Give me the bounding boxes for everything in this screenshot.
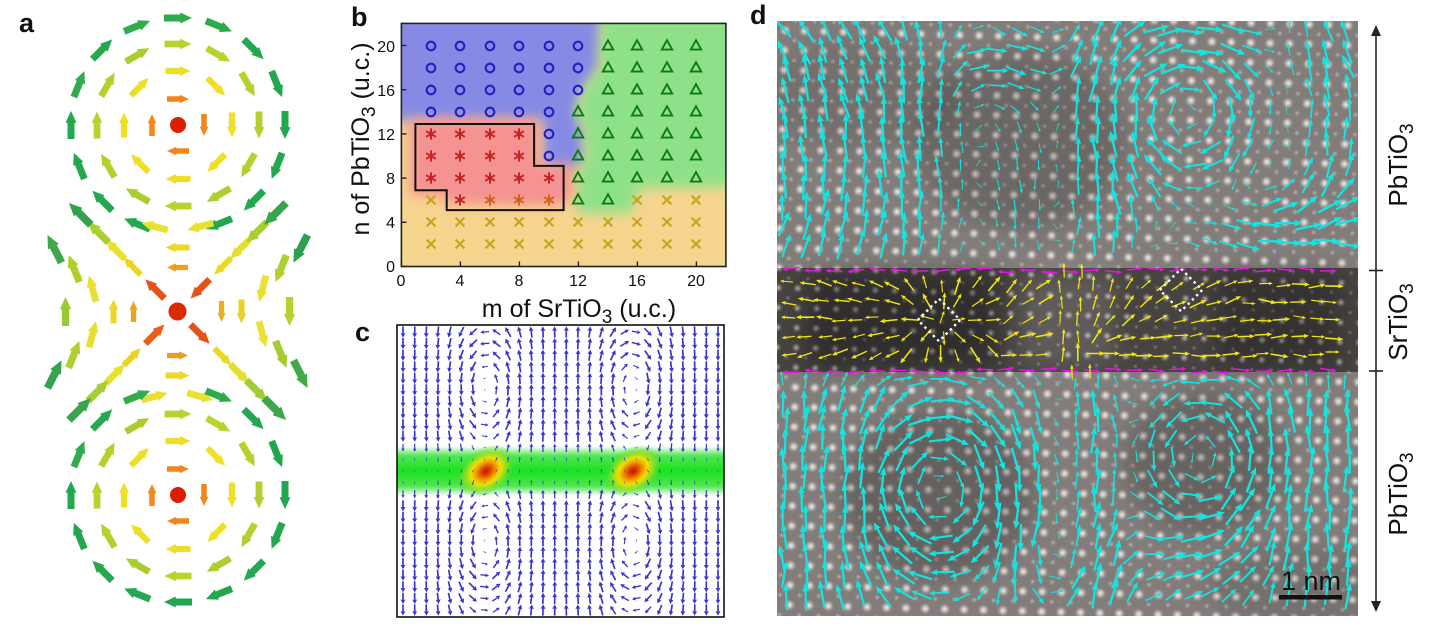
svg-text:SrTiO3: SrTiO3 [1383,283,1418,361]
svg-text:b: b [351,2,368,32]
svg-text:8: 8 [515,273,524,290]
svg-text:16: 16 [628,273,646,290]
svg-text:4: 4 [386,215,395,232]
svg-text:c: c [355,317,370,347]
svg-text:PbTiO3: PbTiO3 [1383,452,1418,535]
svg-text:12: 12 [377,127,395,144]
svg-text:12: 12 [569,273,587,290]
svg-text:n of PbTiO3 (u.c.): n of PbTiO3 (u.c.) [347,42,380,235]
svg-text:d: d [750,0,767,30]
svg-text:8: 8 [386,171,395,188]
svg-text:1 nm: 1 nm [1281,566,1341,596]
svg-text:m of SrTiO3 (u.c.): m of SrTiO3 (u.c.) [482,295,676,328]
svg-text:0: 0 [397,273,406,290]
svg-text:16: 16 [377,83,395,100]
svg-text:20: 20 [687,273,705,290]
svg-text:a: a [19,8,35,38]
svg-text:4: 4 [456,273,465,290]
svg-text:PbTiO3: PbTiO3 [1383,123,1418,206]
svg-text:20: 20 [377,39,395,56]
svg-text:0: 0 [386,259,395,276]
